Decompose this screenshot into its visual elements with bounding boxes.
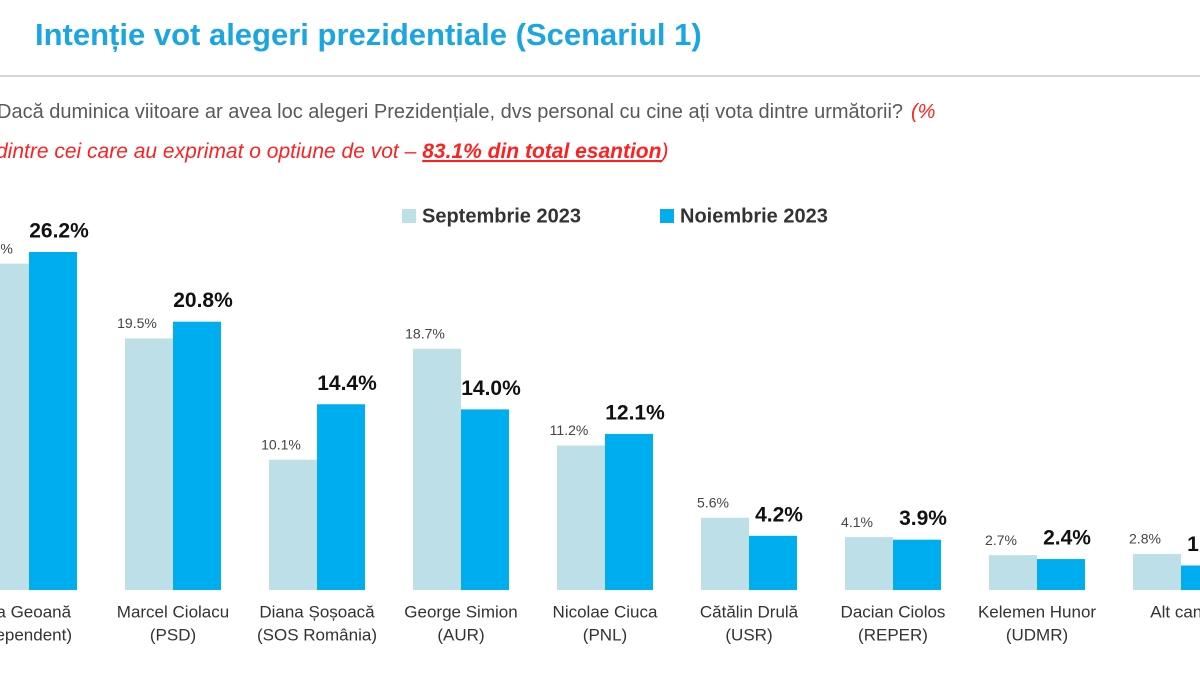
bar — [605, 433, 653, 590]
x-tick-label: (SOS România) — [257, 625, 377, 644]
subtitle-highlight: 83.1% din total esantion — [422, 140, 661, 163]
x-tick-label: (AUR) — [437, 625, 484, 644]
value-label: 20.8% — [173, 289, 233, 312]
x-tick-label: Kelemen Hunor — [978, 602, 1096, 621]
x-tick-label: (REPER) — [858, 625, 928, 644]
value-label: 3.9% — [899, 507, 947, 530]
x-tick-label: Nicolae Ciuca — [553, 602, 658, 621]
bar — [845, 537, 893, 590]
x-tick-label: (USR) — [725, 625, 772, 644]
bar — [893, 539, 941, 590]
value-label: 14.4% — [317, 372, 377, 395]
value-label: 11.2% — [550, 422, 589, 438]
x-tick-label: ea Geoană — [0, 602, 72, 621]
legend-label: Noiembrie 2023 — [680, 205, 828, 227]
value-label: 18.7% — [405, 325, 445, 341]
plot: 25.3% 26.2% ea Geoană dependent) 19.5% 20.8% M… — [0, 220, 1200, 644]
bar — [1133, 553, 1181, 590]
value-label: 5.6% — [697, 494, 729, 510]
x-tick-label: (PSD) — [150, 625, 196, 644]
value-label: 14.0% — [461, 377, 521, 400]
subtitle-note: ) — [658, 140, 668, 163]
x-tick-label: dependent) — [0, 625, 72, 644]
x-tick-label: Alt cand — [1150, 602, 1200, 621]
bar — [749, 535, 797, 590]
legend-label: Septembrie 2023 — [422, 205, 581, 227]
bar — [701, 517, 749, 590]
bar — [413, 348, 461, 590]
legend: Septembrie 2023 Noiembrie 2023 — [402, 205, 828, 227]
legend-swatch — [402, 209, 416, 223]
value-label: 12.1% — [605, 401, 665, 424]
x-tick-label: Dacian Ciolos — [841, 602, 946, 621]
x-tick-label: Marcel Ciolacu — [117, 602, 229, 621]
bar — [1037, 559, 1085, 590]
x-tick-label: (PNL) — [583, 625, 627, 644]
value-label: 2.7% — [985, 532, 1017, 548]
x-tick-label: George Simion — [404, 602, 517, 621]
subtitle-line2: dintre cei care au exprimat o optiune de… — [0, 140, 668, 163]
legend-swatch — [660, 209, 674, 223]
subtitle-question: Dacă duminica viitoare ar avea loc alege… — [0, 101, 903, 123]
bar — [125, 338, 173, 590]
bar — [173, 321, 221, 590]
bar — [461, 409, 509, 590]
value-label: 1.9% — [1187, 533, 1200, 556]
x-tick-label: (UDMR) — [1006, 625, 1068, 644]
value-label: 2.8% — [1129, 531, 1161, 547]
bar — [1181, 565, 1200, 590]
value-label: 4.1% — [841, 514, 873, 530]
subtitle-note: dintre cei care au exprimat o optiune de… — [0, 140, 417, 163]
subtitle: Dacă duminica viitoare ar avea loc alege… — [0, 101, 935, 123]
value-label: 26.2% — [29, 220, 89, 243]
bar — [29, 252, 77, 590]
subtitle-note: (% — [911, 101, 935, 123]
chart-title: Intenție vot alegeri prezidentiale (Scen… — [35, 17, 702, 52]
bar — [557, 445, 605, 590]
value-label: 19.5% — [117, 315, 157, 331]
value-label: 10.1% — [261, 436, 301, 452]
value-label: 2.4% — [1043, 527, 1091, 550]
bar — [317, 404, 365, 590]
value-label: 25.3% — [0, 240, 13, 256]
x-tick-label: Cătălin Drulă — [700, 602, 799, 621]
bar — [0, 263, 29, 590]
bar — [269, 459, 317, 590]
x-tick-label: Diana Șoșoacă — [259, 602, 375, 621]
value-label: 4.2% — [755, 503, 803, 526]
bar — [989, 555, 1037, 590]
